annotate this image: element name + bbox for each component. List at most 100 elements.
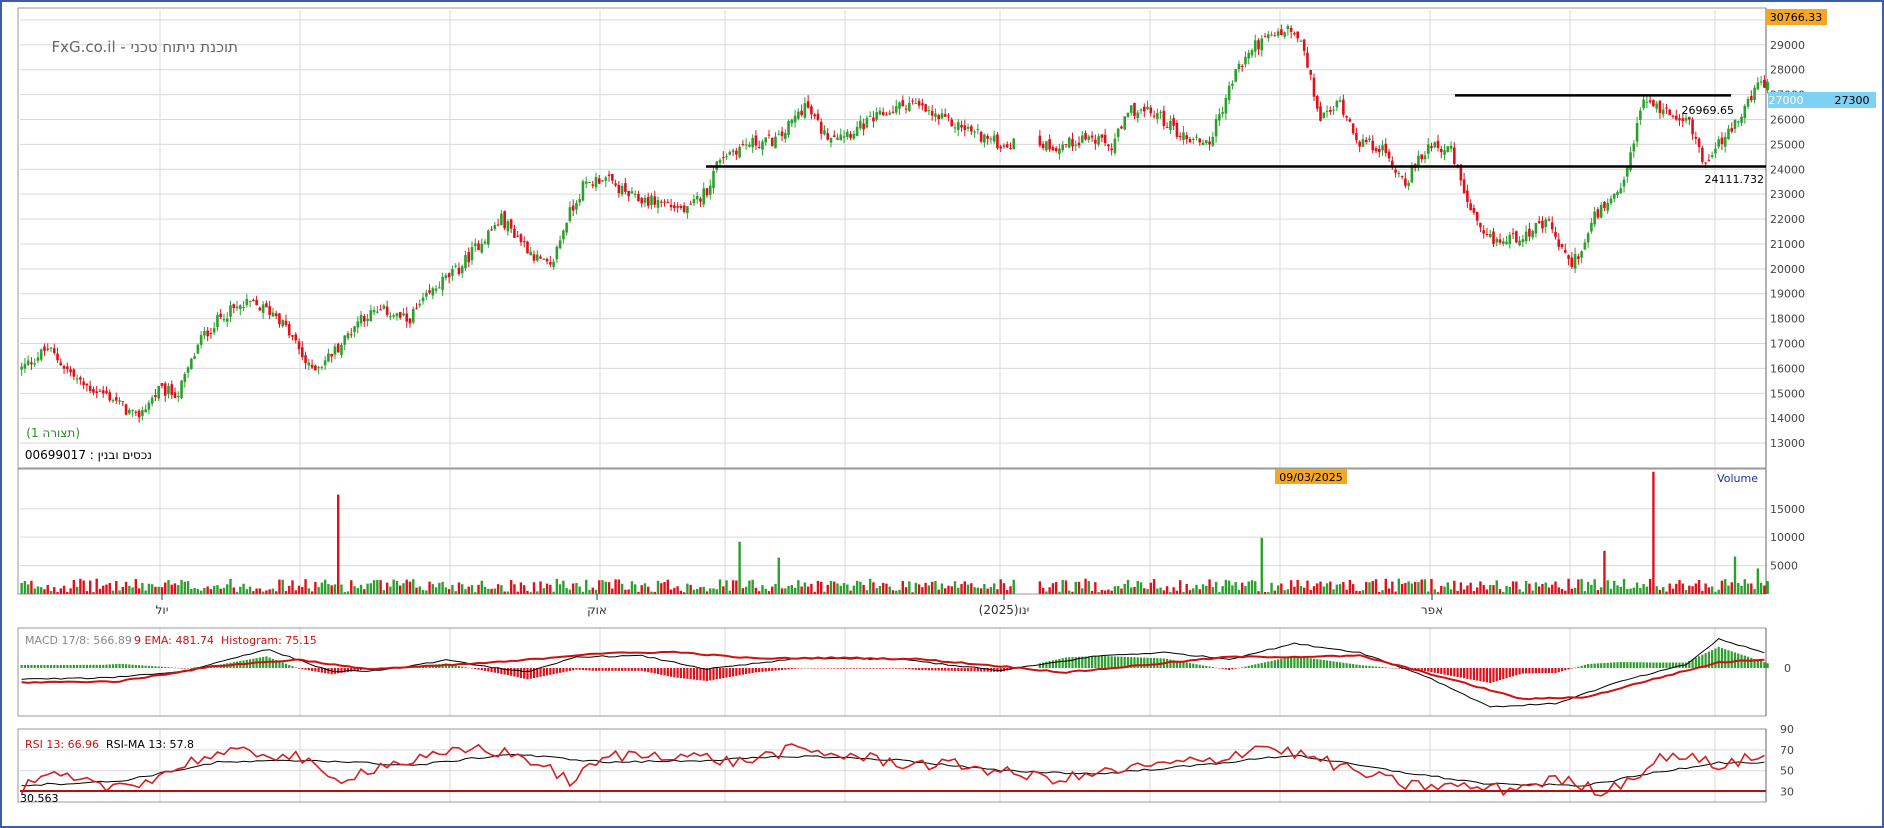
candle-body [1162,110,1166,126]
macd-signal-line [21,650,1765,701]
macd-histogram-bar [154,666,157,668]
macd-histogram-bar [1668,662,1671,668]
candle-body [137,410,141,418]
macd-histogram-bar [934,668,937,671]
candle-body [408,318,412,324]
candle-body [1482,230,1486,234]
candle-body [581,181,585,201]
candle-body [49,347,53,349]
macd-histogram-bar [1329,660,1332,668]
volume-bar [611,588,614,594]
macd-histogram-bar [950,668,953,671]
candle-body [1348,119,1352,122]
macd-histogram-bar [758,668,761,673]
candle-body [1488,234,1492,237]
candle-body [1746,98,1750,107]
macd-histogram-bar [888,668,891,669]
candle-body [79,377,82,380]
macd-histogram-bar [1525,668,1528,674]
volume-bar [1577,579,1580,594]
volume-bar [725,580,728,594]
candle-body [150,397,154,404]
candle-body [575,203,578,210]
candle-body [330,353,333,357]
view-label[interactable]: (תצורה 1) [26,426,80,440]
macd-histogram-bar [745,668,748,675]
macd-histogram-bar [565,668,568,672]
volume-bar [164,582,167,594]
macd-histogram-bar [1048,661,1051,668]
price-tick-label: 14000 [1770,412,1805,425]
volume-bar [88,580,92,594]
volume-bar [523,585,526,594]
macd-histogram-bar [333,668,337,674]
candlestick-series [20,24,1769,423]
candle-body [1041,144,1045,148]
volume-bar [1743,579,1746,594]
candle-body [72,369,76,377]
candle-body [1544,219,1548,227]
candle-body [1619,188,1623,194]
candle-body [1302,39,1306,51]
candle-body [1541,220,1544,229]
candle-body [278,313,281,325]
macd-histogram-bar [519,668,523,678]
volume-bar [1241,582,1244,594]
candle-body [901,100,905,107]
volume-bar [643,583,647,594]
price-tick-label: 13000 [1770,437,1805,450]
candle-body [793,115,797,123]
macd-histogram-bar [931,668,934,671]
candle-body [1051,147,1055,151]
macd-histogram-bar [1365,665,1368,668]
volume-bar [686,583,689,594]
price-tick-label: 17000 [1770,338,1805,351]
candle-body [199,335,203,345]
macd-histogram-bar [314,668,317,672]
macd-histogram-bar [1185,662,1188,668]
volume-bar [1505,586,1508,594]
macd-histogram-bar [33,664,36,668]
volume-bar [1766,581,1769,594]
volume-bar [1211,587,1215,594]
candle-body [1214,118,1218,137]
macd-histogram-bar [487,668,490,672]
candle-body [1511,233,1515,235]
macd-histogram-bar [1511,668,1515,677]
volume-bar [1113,586,1117,594]
macd-histogram-bar [516,668,519,678]
candle-body [1655,103,1658,109]
volume-bar [816,580,820,594]
volume-bar [487,588,490,594]
macd-histogram-bar [454,665,457,668]
candle-body [597,178,601,184]
candle-body [1253,40,1257,52]
candle-body [826,133,830,140]
volume-bar [1009,586,1012,594]
volume-bar [1365,581,1368,594]
volume-bar [167,580,170,594]
candle-body [630,191,634,194]
macd-histogram-bar [506,668,510,676]
volume-bar [562,580,565,594]
macd-histogram-bar [1704,653,1707,668]
macd-histogram-bar [725,668,728,678]
macd-histogram-bar [1453,668,1456,677]
candle-body [924,104,927,112]
candle-body [62,366,66,369]
volume-bar [265,590,268,594]
volume-bar [1094,582,1097,594]
candle-body [323,360,327,366]
volume-bar [121,586,125,594]
last-price-badge: 27300 [1835,94,1870,107]
volume-bar [1335,584,1339,594]
macd-histogram-bar [1541,668,1544,674]
candle-body [1312,77,1316,97]
candle-body [888,112,892,115]
macd-histogram-bar [1459,668,1462,678]
x-axis-label: ינו(2025) [979,603,1030,617]
macd-histogram-bar [284,663,288,668]
macd-histogram-bar [1361,665,1365,668]
volume-bar [748,580,751,594]
volume-bar [1097,591,1100,594]
